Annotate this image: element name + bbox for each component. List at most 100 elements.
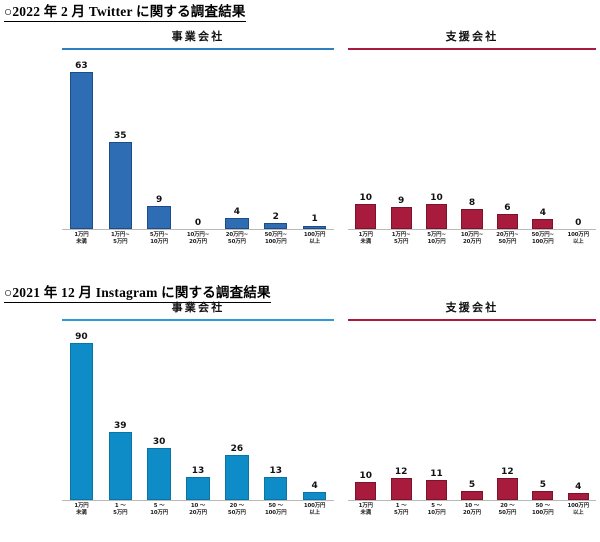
bar-item[interactable]: 4 [295,326,334,500]
bar-rect [461,209,483,229]
x-tick-label: 100万円 以上 [567,232,590,246]
x-tick-label: 5万円~ 10万円 [427,232,446,246]
bar-chart-twitter-jigyo: 63 35 9 0 4 [62,56,334,246]
panel-underline [348,48,596,50]
bar-item[interactable]: 13 [256,326,295,500]
x-tick-label: 20万円~ 50万円 [225,232,249,246]
bar-item[interactable]: 12 [383,326,418,500]
bar-item[interactable]: 4 [217,55,256,229]
x-tick-label: 10万円~ 20万円 [186,232,210,246]
bar-rect [425,480,448,500]
x-tick-label: 1 ～ 5万円 [113,503,128,517]
bar-item[interactable]: 9 [140,55,179,229]
bar-rect [302,492,327,500]
bar-rect [108,142,132,229]
bar-rect [390,207,412,229]
bar-value: 63 [75,60,88,71]
bar-item[interactable]: 26 [217,326,256,500]
bar-item[interactable]: 8 [454,55,489,229]
panel-instagram-jigyo: 事業会社 90 39 30 [62,301,334,517]
x-tick-label: 100万円 以上 [567,503,590,517]
bar-rect [355,482,377,500]
bar-item[interactable]: 10 [348,55,383,229]
bar-value: 4 [311,480,318,491]
x-tick-label: 5 ～ 10万円 [427,503,446,517]
x-tick-label: 1万円 未満 [74,503,89,517]
bar-value: 0 [194,217,202,228]
panel-title: 支援会社 [445,301,499,314]
bar-rect [264,477,288,500]
bar-item[interactable]: 10 [419,55,454,229]
bar-value: 10 [430,192,443,203]
panel-instagram-shien: 支援会社 10 12 11 [348,301,596,517]
bar-value: 4 [539,207,546,218]
x-axis-line [348,500,596,501]
bar-rect [147,206,171,229]
bar-item[interactable]: 2 [256,55,295,229]
bar-rect [390,478,412,500]
panel-title: 事業会社 [171,301,225,314]
bar-chart-instagram-shien: 10 12 11 5 1 [348,327,596,517]
x-tick-label: 10万円~ 20万円 [460,232,484,246]
bar-value: 5 [468,479,476,490]
bar-group: 10 12 11 5 1 [348,326,596,500]
bar-value: 13 [191,465,205,476]
bar-item[interactable]: 6 [490,55,525,229]
bar-item[interactable]: 12 [490,326,525,500]
panel-underline [62,319,334,321]
bar-item[interactable]: 0 [561,55,596,229]
bar-rect [302,225,327,229]
bar-value: 26 [230,443,244,454]
x-tick-label: 100万円 以上 [303,503,326,517]
x-tick-label: 50 ～ 100万円 [532,503,554,517]
bar-item[interactable]: 39 [101,326,140,500]
x-axis-labels: 1万円 未満 1 ～ 5万円 5 ～ 10万円 10 ～ 20万円 20 ～ 5… [62,503,334,517]
panel-underline [62,48,334,50]
bar-group: 10 9 10 8 6 [348,55,596,229]
bar-rect [496,214,519,229]
x-tick-label: 20万円~ 50万円 [496,232,519,246]
panel-title: 支援会社 [445,30,499,43]
x-axis-line [348,229,596,230]
survey-section-twitter: ○2022 年 2 月 Twitter に関する調査結果 事業会社 63 35 … [4,4,596,246]
bar-value: 9 [398,195,405,206]
bar-item[interactable]: 1 [295,55,334,229]
bar-item[interactable]: 13 [179,326,218,500]
bar-value: 12 [394,466,408,477]
bar-item[interactable]: 4 [525,55,560,229]
bar-item[interactable]: 5 [454,326,489,500]
bar-rect [225,218,249,229]
bar-rect [532,491,554,500]
x-tick-label: 50万円~ 100万円 [531,232,554,246]
bar-item[interactable]: 0 [179,55,218,229]
bar-item[interactable]: 35 [101,55,140,229]
bar-item[interactable]: 10 [348,326,383,500]
x-tick-label: 1万円 未満 [74,232,89,246]
x-axis-labels: 1万円 未満 1万円~ 5万円 5万円~ 10万円 10万円~ 20万円 20万… [62,232,334,246]
bar-rect [186,477,210,500]
bar-rect [567,493,589,500]
bar-item[interactable]: 30 [140,326,179,500]
bar-group: 90 39 30 13 [62,326,334,500]
bar-value: 9 [156,194,163,205]
bar-item[interactable]: 63 [62,55,101,229]
x-axis-labels: 1万円 未満 1 ～ 5万円 5 ～ 10万円 10 ～ 20万円 20 ～ 5… [348,503,596,517]
bar-item[interactable]: 11 [419,326,454,500]
bar-item[interactable]: 9 [383,55,418,229]
bar-value: 5 [539,479,546,490]
panel-title: 事業会社 [171,30,225,43]
section-title-instagram: ○2021 年 12 月 Instagram に関する調査結果 [4,285,271,303]
bar-chart-instagram-jigyo: 90 39 30 13 [62,327,334,517]
bar-rect [69,343,94,500]
x-tick-label: 5 ～ 10万円 [150,503,169,517]
bar-item[interactable]: 4 [561,326,596,500]
bar-value: 39 [114,420,127,431]
bar-value: 11 [430,468,443,479]
bar-value: 90 [75,331,88,342]
bar-item[interactable]: 5 [525,326,560,500]
bar-chart-twitter-shien: 10 9 10 8 6 [348,56,596,246]
x-tick-label: 50万円~ 100万円 [264,232,287,246]
survey-section-instagram: ○2021 年 12 月 Instagram に関する調査結果 事業会社 90 … [0,281,600,542]
bar-item[interactable]: 90 [62,326,101,500]
x-tick-label: 1 ～ 5万円 [394,503,409,517]
